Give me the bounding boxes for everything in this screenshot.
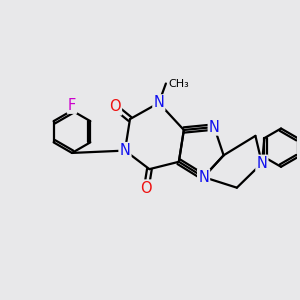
Text: N: N bbox=[256, 156, 267, 171]
Text: N: N bbox=[119, 143, 130, 158]
Text: CH₃: CH₃ bbox=[168, 79, 189, 88]
Text: N: N bbox=[198, 169, 209, 184]
Text: O: O bbox=[140, 181, 152, 196]
Text: N: N bbox=[153, 95, 164, 110]
Text: N: N bbox=[209, 119, 220, 134]
Text: O: O bbox=[109, 100, 121, 115]
Text: F: F bbox=[68, 98, 76, 113]
